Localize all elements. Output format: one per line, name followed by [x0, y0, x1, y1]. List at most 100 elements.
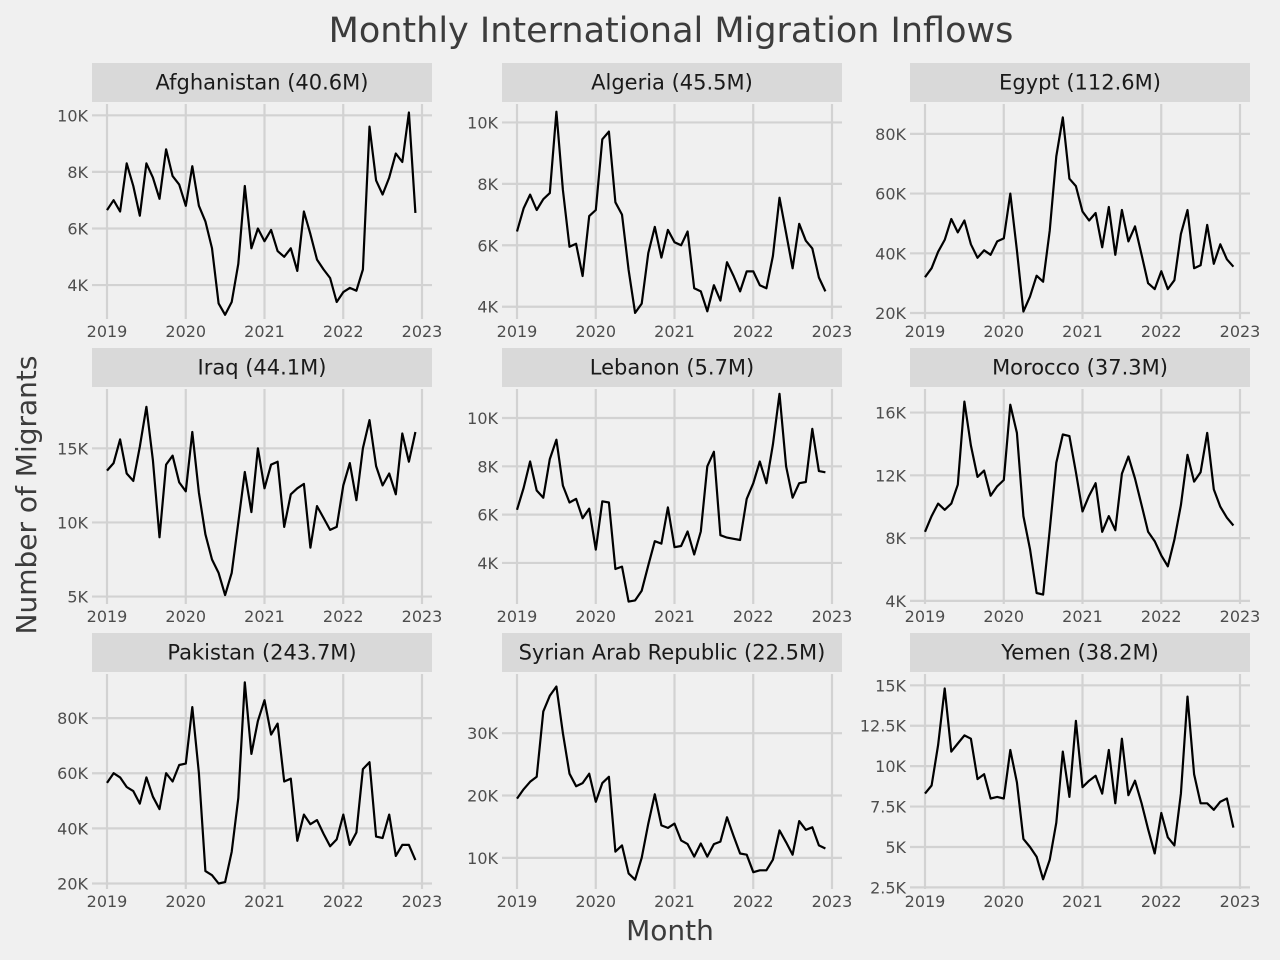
y-tick-label: 8K — [885, 529, 906, 548]
y-tick-label: 7.5K — [870, 798, 906, 817]
y-tick-label: 10K — [467, 113, 498, 132]
y-tick-label: 30K — [467, 724, 498, 743]
x-tick-label: 2023 — [812, 607, 853, 626]
series-line — [924, 687, 1235, 881]
x-tick-label: 2019 — [87, 892, 128, 911]
x-tick-label: 2020 — [165, 892, 206, 911]
series-line — [923, 400, 1235, 596]
x-tick-label: 2023 — [812, 892, 853, 911]
x-tick-label: 2022 — [323, 892, 364, 911]
facet-strip-label: Afghanistan (40.6M) — [156, 71, 369, 95]
x-tick-label: 2021 — [654, 322, 695, 341]
series-line — [924, 116, 1235, 313]
facet-strip — [910, 348, 1250, 387]
y-tick-label: 4K — [67, 276, 88, 295]
x-tick-label: 2023 — [1220, 892, 1261, 911]
y-tick-label: 60K — [875, 185, 906, 204]
y-tick-label: 60K — [57, 764, 88, 783]
facet-strip — [502, 63, 842, 102]
x-tick-label: 2020 — [165, 607, 206, 626]
x-tick-label: 2023 — [402, 892, 443, 911]
facet-strip-label: Iraq (44.1M) — [198, 356, 327, 380]
series-line — [106, 111, 417, 316]
x-tick-label: 2022 — [1141, 607, 1182, 626]
x-tick-label: 2022 — [323, 607, 364, 626]
chart-title: Monthly International Migration Inflows — [329, 11, 1014, 51]
x-tick-label: 2019 — [905, 322, 946, 341]
x-tick-label: 2021 — [1062, 322, 1103, 341]
y-tick-label: 10K — [875, 757, 906, 776]
x-tick-label: 2023 — [1220, 322, 1261, 341]
y-tick-label: 40K — [57, 819, 88, 838]
y-tick-label: 80K — [875, 125, 906, 144]
x-tick-label: 2020 — [983, 892, 1024, 911]
x-tick-label: 2019 — [87, 607, 128, 626]
x-tick-label: 2022 — [733, 892, 774, 911]
y-tick-label: 5K — [67, 588, 88, 607]
x-tick-label: 2019 — [87, 322, 128, 341]
y-tick-label: 10K — [57, 106, 88, 125]
facet-strip — [910, 63, 1250, 102]
facet-panel: Iraq (44.1M) 5K 10K 15K 2019 2020 2021 2022 2023 — [57, 348, 442, 626]
x-tick-label: 2019 — [905, 607, 946, 626]
y-tick-label: 20K — [875, 304, 906, 323]
y-tick-label: 6K — [67, 219, 88, 238]
x-tick-label: 2020 — [575, 892, 616, 911]
series-line — [515, 392, 826, 603]
facet-strip — [92, 63, 432, 102]
x-tick-label: 2021 — [654, 607, 695, 626]
x-tick-label: 2019 — [905, 892, 946, 911]
facet-panels: Afghanistan (40.6M) 4K 6K 8K 10K 2019 2020 2021… — [57, 63, 1260, 911]
facet-panel: Egypt (112.6M) 20K 40K 60K 80K 2019 2020 2021 20… — [875, 63, 1260, 341]
y-tick-label: 5K — [885, 838, 906, 857]
facet-strip-label: Yemen (38.2M) — [1000, 641, 1159, 665]
facet-panel: Yemen (38.2M) 2.5K 5K 7.5K 10K 12.5K 15K 2019 20… — [860, 633, 1260, 911]
series-line — [515, 110, 827, 314]
x-tick-label: 2021 — [244, 607, 285, 626]
facet-panel: Afghanistan (40.6M) 4K 6K 8K 10K 2019 2020 2021… — [57, 63, 442, 341]
y-tick-label: 12.5K — [860, 717, 907, 736]
x-tick-label: 2021 — [1062, 607, 1103, 626]
series-line — [106, 681, 417, 885]
x-tick-label: 2022 — [733, 322, 774, 341]
y-tick-label: 4K — [477, 298, 498, 317]
x-tick-label: 2020 — [575, 607, 616, 626]
y-tick-label: 80K — [57, 709, 88, 728]
facet-strip-label: Algeria (45.5M) — [591, 71, 753, 95]
y-tick-label: 4K — [477, 554, 498, 573]
y-tick-label: 16K — [875, 404, 906, 423]
x-tick-label: 2020 — [165, 322, 206, 341]
y-tick-label: 8K — [477, 175, 498, 194]
y-tick-label: 20K — [467, 787, 498, 806]
x-axis-title: Month — [626, 914, 714, 947]
y-tick-label: 20K — [57, 874, 88, 893]
facet-strip-label: Lebanon (5.7M) — [590, 356, 755, 380]
facet-strip-label: Morocco (37.3M) — [992, 356, 1168, 380]
facet-panel: Pakistan (243.7M) 20K 40K 60K 80K 2019 2020 202… — [57, 633, 442, 911]
facet-strip — [502, 633, 842, 672]
x-tick-label: 2021 — [244, 322, 285, 341]
y-tick-label: 2.5K — [870, 878, 906, 897]
x-tick-label: 2022 — [1141, 322, 1182, 341]
y-tick-label: 6K — [477, 506, 498, 525]
x-tick-label: 2019 — [497, 322, 538, 341]
x-tick-label: 2020 — [983, 607, 1024, 626]
facet-strip — [502, 348, 842, 387]
facet-strip — [910, 633, 1250, 672]
y-tick-label: 15K — [57, 439, 88, 458]
x-tick-label: 2022 — [733, 607, 774, 626]
x-tick-label: 2021 — [654, 892, 695, 911]
facet-strip — [92, 348, 432, 387]
y-tick-label: 12K — [875, 466, 906, 485]
x-tick-label: 2020 — [983, 322, 1024, 341]
facet-strip-label: Pakistan (243.7M) — [167, 641, 356, 665]
y-tick-label: 4K — [885, 592, 906, 611]
y-tick-label: 8K — [477, 457, 498, 476]
y-tick-label: 8K — [67, 163, 88, 182]
y-tick-label: 15K — [875, 676, 906, 695]
y-tick-label: 6K — [477, 236, 498, 255]
x-tick-label: 2022 — [1141, 892, 1182, 911]
x-tick-label: 2023 — [1220, 607, 1261, 626]
facet-strip-label: Syrian Arab Republic (22.5M) — [519, 641, 826, 665]
